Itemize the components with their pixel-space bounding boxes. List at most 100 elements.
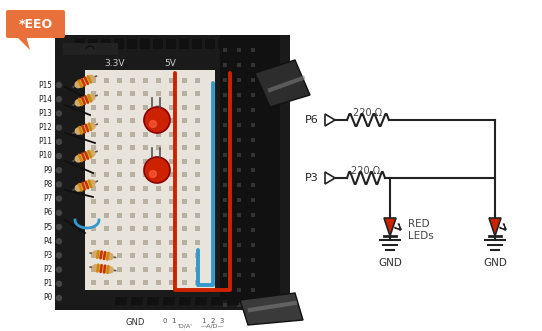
Bar: [182, 91, 186, 96]
Bar: [143, 145, 147, 150]
Bar: [91, 199, 95, 204]
Bar: [143, 91, 147, 96]
Bar: [130, 266, 134, 271]
Bar: [91, 145, 95, 150]
Bar: [169, 159, 173, 164]
Bar: [91, 159, 95, 164]
Bar: [237, 183, 241, 187]
Bar: [130, 199, 134, 204]
Text: P9: P9: [43, 166, 52, 175]
Text: P7: P7: [43, 194, 52, 203]
Bar: [251, 153, 255, 157]
Bar: [117, 213, 121, 217]
Bar: [182, 253, 186, 258]
Bar: [85, 70, 215, 290]
Bar: [223, 108, 227, 112]
Bar: [104, 145, 108, 150]
Polygon shape: [16, 36, 30, 50]
Bar: [237, 258, 241, 262]
Polygon shape: [325, 172, 335, 184]
Circle shape: [56, 182, 61, 187]
Text: P11: P11: [38, 137, 52, 146]
Bar: [251, 78, 255, 82]
Text: P6: P6: [43, 208, 52, 217]
Bar: [91, 213, 95, 217]
Bar: [195, 105, 199, 110]
Bar: [127, 39, 137, 49]
Bar: [156, 77, 160, 82]
Circle shape: [56, 281, 61, 286]
Bar: [223, 63, 227, 67]
Bar: [237, 93, 241, 97]
Bar: [156, 118, 160, 123]
Bar: [237, 63, 241, 67]
Bar: [156, 199, 160, 204]
Text: —A/D—: —A/D—: [201, 324, 225, 329]
Bar: [130, 240, 134, 245]
Bar: [237, 303, 241, 307]
Circle shape: [56, 97, 61, 102]
Bar: [227, 297, 239, 305]
Bar: [91, 240, 95, 245]
Circle shape: [144, 157, 170, 183]
Bar: [182, 105, 186, 110]
Text: P3: P3: [305, 173, 319, 183]
Bar: [182, 131, 186, 136]
Bar: [251, 93, 255, 97]
Bar: [179, 39, 189, 49]
Bar: [251, 213, 255, 217]
Circle shape: [56, 168, 61, 173]
Polygon shape: [255, 60, 310, 107]
Bar: [88, 39, 98, 49]
Bar: [117, 131, 121, 136]
Bar: [237, 78, 241, 82]
Bar: [251, 303, 255, 307]
Bar: [91, 172, 95, 177]
Bar: [195, 297, 207, 305]
Bar: [195, 159, 199, 164]
Bar: [169, 199, 173, 204]
Bar: [91, 131, 95, 136]
Bar: [169, 105, 173, 110]
Bar: [182, 213, 186, 217]
Bar: [91, 253, 95, 258]
Bar: [195, 118, 199, 123]
Bar: [104, 253, 108, 258]
Bar: [130, 91, 134, 96]
Text: 220 Ω: 220 Ω: [353, 108, 383, 118]
Bar: [143, 105, 147, 110]
Bar: [117, 145, 121, 150]
Bar: [163, 297, 175, 305]
Bar: [169, 266, 173, 271]
Circle shape: [56, 267, 61, 272]
Bar: [179, 297, 191, 305]
Bar: [156, 253, 160, 258]
Bar: [130, 213, 134, 217]
Bar: [156, 105, 160, 110]
Bar: [182, 266, 186, 271]
Bar: [117, 253, 121, 258]
Polygon shape: [384, 218, 396, 236]
Bar: [130, 105, 134, 110]
Bar: [130, 159, 134, 164]
Bar: [169, 118, 173, 123]
Bar: [91, 118, 95, 123]
Text: P15: P15: [38, 80, 52, 89]
Bar: [143, 199, 147, 204]
Bar: [117, 266, 121, 271]
Bar: [143, 266, 147, 271]
Bar: [251, 228, 255, 232]
Bar: [251, 258, 255, 262]
Bar: [237, 108, 241, 112]
Bar: [251, 288, 255, 292]
Bar: [63, 43, 118, 55]
Bar: [156, 131, 160, 136]
Bar: [143, 131, 147, 136]
Bar: [91, 266, 95, 271]
Polygon shape: [240, 293, 303, 325]
Bar: [104, 77, 108, 82]
Bar: [182, 240, 186, 245]
Bar: [104, 118, 108, 123]
Bar: [237, 168, 241, 172]
Bar: [104, 131, 108, 136]
